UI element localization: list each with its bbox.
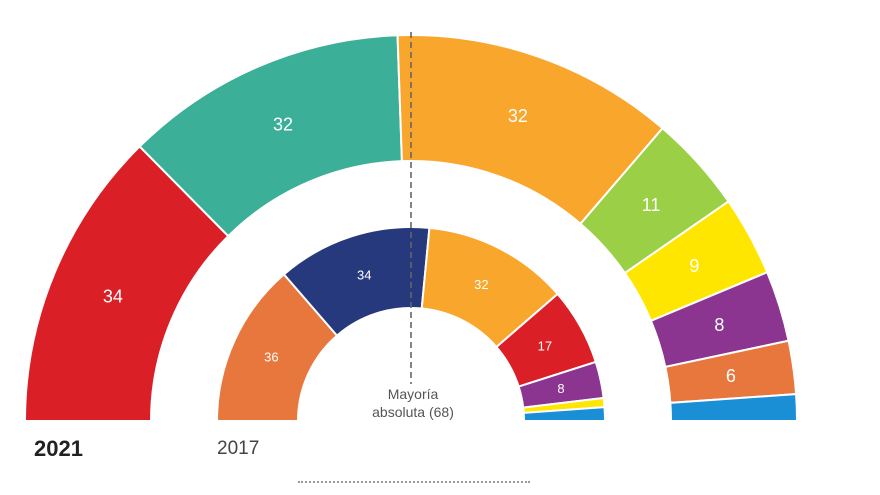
outer-ring-2021: 34 32 32 11 9 8 6 xyxy=(23,34,799,422)
year-label-2017: 2017 xyxy=(217,438,260,459)
inner-seat-label: 17 xyxy=(538,338,552,353)
outer-seat-label: 32 xyxy=(273,114,293,134)
inner-seat-label: 36 xyxy=(264,350,278,365)
outer-segment xyxy=(669,393,799,422)
dotted-divider xyxy=(298,481,530,483)
outer-seat-label: 11 xyxy=(642,195,661,215)
inner-seat-label: 8 xyxy=(557,381,564,396)
year-label-2021: 2021 xyxy=(34,436,83,461)
inner-ring-2017: 36 34 32 17 8 xyxy=(215,226,607,422)
inner-seat-label: 34 xyxy=(357,267,371,282)
outer-seat-label: 9 xyxy=(689,256,699,276)
majority-label-line1: Mayoría xyxy=(387,386,439,402)
inner-seat-label: 32 xyxy=(474,277,488,292)
outer-seat-label: 32 xyxy=(508,106,528,126)
majority-label-line2: absoluta (68) xyxy=(372,404,454,420)
outer-seat-label: 34 xyxy=(103,287,123,307)
outer-seat-label: 8 xyxy=(714,315,724,335)
outer-seat-label: 6 xyxy=(726,366,736,386)
inner-segment xyxy=(522,406,607,422)
majority-label: Mayoría absoluta (68) xyxy=(343,385,483,421)
